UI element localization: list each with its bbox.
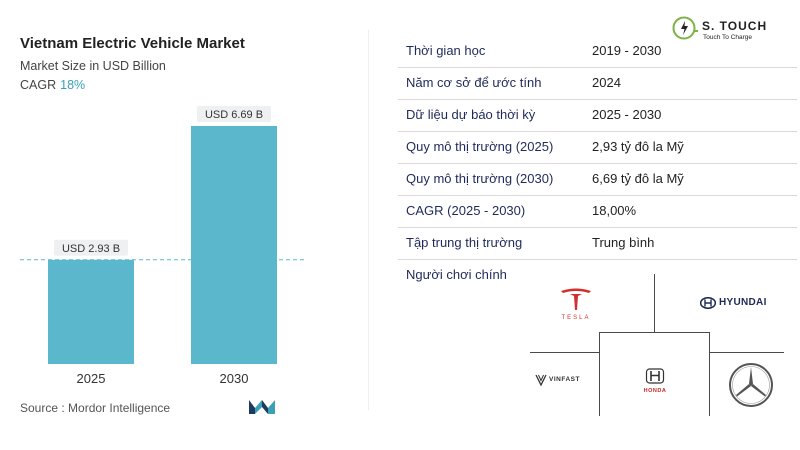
honda-wordmark: HONDA xyxy=(643,388,667,394)
tesla-logo-icon xyxy=(561,288,591,310)
x-tick-label: 2030 xyxy=(220,371,249,386)
info-row: Quy mô thị trường (2030) 6,69 tỷ đô la Mỹ xyxy=(398,164,797,196)
x-tick-label: 2025 xyxy=(77,371,106,386)
hyundai-wordmark: HYUNDAI xyxy=(719,297,767,308)
bar-2030 xyxy=(191,126,277,364)
info-label: Tập trung thị trường xyxy=(406,235,523,250)
brand-hyundai: HYUNDAI xyxy=(700,294,770,314)
tesla-wordmark: TESLA xyxy=(561,315,591,321)
vinfast-logo-icon xyxy=(535,374,547,386)
bar-chart: USD 2.93 B 2025 USD 6.69 B 2030 xyxy=(20,106,306,386)
charging-plug-icon xyxy=(672,16,698,40)
info-row: Dữ liệu dự báo thời kỳ 2025 - 2030 xyxy=(398,100,797,132)
mordor-intelligence-icon xyxy=(249,400,275,414)
info-value: 2,93 tỷ đô la Mỹ xyxy=(592,139,684,154)
hyundai-logo-icon xyxy=(700,297,716,309)
info-label: CAGR (2025 - 2030) xyxy=(406,203,526,218)
chart-subtitle: Market Size in USD Billion xyxy=(20,59,166,73)
info-value: 2019 - 2030 xyxy=(592,43,662,58)
info-table: Thời gian học 2019 - 2030 Năm cơ sở để ước… xyxy=(398,36,797,260)
divider-line xyxy=(709,332,710,416)
info-label: Thời gian học xyxy=(406,43,486,58)
brand-vinfast: VINFAST xyxy=(535,371,591,391)
info-label: Quy mô thị trường (2025) xyxy=(406,139,554,154)
info-value: 2024 xyxy=(592,75,621,90)
data-label-box xyxy=(54,239,128,256)
data-label-box xyxy=(197,106,271,122)
info-label: Quy mô thị trường (2030) xyxy=(406,171,554,186)
divider-line xyxy=(709,352,784,353)
mercedes-logo-icon xyxy=(729,363,773,407)
panel-divider xyxy=(368,30,369,410)
info-row: Thời gian học 2019 - 2030 xyxy=(398,36,797,68)
cagr-line: CAGR 18% xyxy=(20,78,85,92)
honda-logo-icon xyxy=(645,368,665,384)
info-row: Tập trung thị trường Trung bình xyxy=(398,228,797,260)
source-text: Source : Mordor Intelligence xyxy=(20,401,171,415)
info-row: Năm cơ sở để ước tính 2024 xyxy=(398,68,797,100)
divider-line xyxy=(530,352,599,353)
vinfast-wordmark: VINFAST xyxy=(549,376,580,383)
info-label: Dữ liệu dự báo thời kỳ xyxy=(406,107,536,122)
data-label: USD 6.69 B xyxy=(205,109,263,121)
cagr-label: CAGR xyxy=(20,78,57,92)
info-value: 18,00% xyxy=(592,203,637,218)
chart-title: Vietnam Electric Vehicle Market xyxy=(20,35,245,52)
bar-2025 xyxy=(48,259,134,364)
divider-line xyxy=(599,332,709,333)
data-label: USD 2.93 B xyxy=(62,243,120,255)
brand-mercedes xyxy=(728,362,774,413)
info-row: Quy mô thị trường (2025) 2,93 tỷ đô la Mỹ xyxy=(398,132,797,164)
divider-line xyxy=(654,274,655,332)
info-value: 6,69 tỷ đô la Mỹ xyxy=(592,171,684,186)
info-value: Trung bình xyxy=(592,235,655,250)
brand-tesla: TESLA xyxy=(555,287,597,321)
divider-line xyxy=(599,332,600,416)
stouch-name: S. TOUCH xyxy=(702,19,768,33)
info-label: Năm cơ sở để ước tính xyxy=(406,75,542,90)
chart-panel: Vietnam Electric Vehicle Market Market S… xyxy=(0,0,370,450)
info-value: 2025 - 2030 xyxy=(592,107,662,122)
stouch-logo: S. TOUCH Touch To Charge xyxy=(672,14,766,47)
players-label: Người chơi chính xyxy=(406,267,507,282)
stouch-tagline: Touch To Charge xyxy=(703,34,753,41)
brand-honda: HONDA xyxy=(634,368,676,394)
info-row: CAGR (2025 - 2030) 18,00% xyxy=(398,196,797,228)
cagr-value: 18% xyxy=(60,78,86,92)
